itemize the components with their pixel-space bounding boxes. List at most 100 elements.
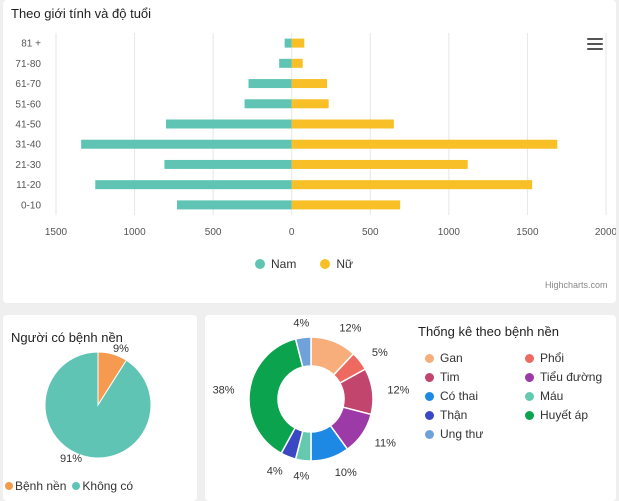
bar-nam[interactable]: [244, 99, 292, 109]
bar-nu[interactable]: [291, 159, 468, 169]
highcharts-credit[interactable]: Highcharts.com: [545, 280, 608, 290]
donut-legend-item[interactable]: Phổi: [525, 351, 564, 365]
legend-dot-icon: [425, 353, 434, 363]
donut-legend-item[interactable]: Máu: [525, 389, 563, 403]
legend-label-khong-co: Không có: [82, 479, 134, 493]
donut-slice[interactable]: [248, 338, 304, 455]
donut-data-label: 38%: [213, 384, 235, 396]
pie-data-label: 91%: [60, 453, 82, 465]
bar-nam[interactable]: [81, 139, 292, 149]
pie-slice[interactable]: [44, 351, 152, 459]
pie-chart: 9% 91%: [44, 343, 152, 465]
legend-dot-icon: [425, 372, 434, 382]
donut-legend-label: Phổi: [540, 351, 565, 365]
legend-label-benh-nen: Bệnh nền: [15, 479, 67, 493]
bar-nam[interactable]: [177, 200, 292, 210]
legend-item-nu[interactable]: Nữ: [320, 257, 353, 271]
bar-nu[interactable]: [291, 99, 329, 109]
donut-data-label: 4%: [267, 466, 283, 478]
donut-legend-label: Huyết áp: [540, 408, 589, 422]
bar-nu[interactable]: [291, 38, 305, 48]
bar-nu[interactable]: [291, 79, 328, 89]
donut-legend-item[interactable]: Tim: [425, 370, 460, 384]
donut-data-label: 12%: [339, 322, 361, 334]
donut-legend-label: Thận: [440, 408, 468, 422]
bar-nu[interactable]: [291, 139, 558, 149]
bar-nam[interactable]: [248, 79, 292, 89]
donut-data-label: 4%: [293, 470, 309, 482]
donut-legend-item[interactable]: Ung thư: [425, 427, 483, 441]
donut-legend-item[interactable]: Gan: [425, 351, 463, 365]
bar-nu[interactable]: [291, 58, 303, 68]
x-tick-label: 2000: [595, 227, 616, 238]
donut-legend-label: Gan: [440, 351, 463, 365]
legend-dot-icon: [525, 353, 534, 363]
bar-nam[interactable]: [95, 180, 292, 190]
donut-data-label: 12%: [387, 384, 409, 396]
category-label: 51-60: [15, 99, 41, 110]
bar-nam[interactable]: [166, 119, 292, 129]
legend-label-nam: Nam: [271, 257, 297, 271]
donut-legend-label: Ung thư: [440, 427, 484, 441]
legend-item-nam[interactable]: Nam: [255, 257, 296, 271]
category-label: 81 +: [21, 39, 41, 50]
x-tick-label: 1500: [516, 227, 539, 238]
category-label: 71-80: [15, 59, 41, 70]
legend-dot-icon: [525, 372, 534, 382]
menu-icon[interactable]: [587, 38, 603, 50]
nam-dot-icon: [255, 259, 265, 269]
x-tick-label: 1500: [45, 227, 68, 238]
x-tick-label: 500: [362, 227, 379, 238]
bar-chart: 81 + 71-80 61-70 51-60 41-50 31-40 21-30 11-20 0…: [15, 33, 616, 238]
pre-existing-card: Người có bệnh nền 9% 91% Bệnh nền Không c…: [3, 315, 197, 501]
x-tick-label: 1000: [123, 227, 146, 238]
nu-dot-icon: [320, 259, 331, 269]
x-tick-label: 500: [205, 227, 222, 238]
bar-nam[interactable]: [279, 58, 292, 68]
benh-nen-dot-icon: [5, 482, 13, 490]
donut-legend-item[interactable]: Có thai: [425, 389, 478, 403]
x-tick-label: 1000: [438, 227, 461, 238]
disease-stats-card: Thống kê theo bệnh nền 12% 5% 12% 11% 10% 4% 4…: [205, 315, 616, 501]
age-gender-card: Theo giới tính và độ tuổi 81 + 71-80 61-70…: [3, 0, 616, 303]
donut-data-label: 10%: [335, 467, 357, 479]
donut-data-label: 4%: [293, 318, 309, 330]
donut-legend-label: Tiểu đường: [540, 370, 603, 384]
donut-legend-item[interactable]: Huyết áp: [525, 408, 588, 422]
donut-chart: 12% 5% 12% 11% 10% 4% 4% 38% 4%: [213, 318, 410, 483]
donut-legend-item[interactable]: Tiểu đường: [525, 370, 602, 384]
donut-legend-label: Có thai: [440, 389, 479, 403]
pie-legend: Bệnh nền Không có: [5, 479, 133, 493]
donut-legend-label: Máu: [540, 389, 564, 403]
bar-nam[interactable]: [164, 159, 292, 169]
bar-nu[interactable]: [291, 180, 533, 190]
pie-data-label: 9%: [113, 343, 129, 355]
donut-legend-label: Tim: [440, 370, 460, 384]
donut-title: Thống kê theo bệnh nền: [418, 324, 559, 339]
legend-dot-icon: [525, 391, 534, 401]
legend-dot-icon: [425, 429, 434, 439]
donut-slice[interactable]: [294, 336, 312, 368]
legend-label-nu: Nữ: [336, 257, 354, 271]
bar-nu[interactable]: [291, 119, 394, 129]
category-label: 61-70: [15, 79, 41, 90]
category-label: 31-40: [15, 140, 41, 151]
legend-dot-icon: [525, 410, 534, 420]
khong-co-dot-icon: [72, 482, 81, 490]
donut-data-label: 5%: [372, 347, 388, 359]
donut-legend-item[interactable]: Thận: [425, 408, 467, 422]
bar-nu[interactable]: [291, 200, 401, 210]
bar-legend: Nam Nữ: [255, 257, 353, 271]
category-label: 21-30: [15, 160, 41, 171]
category-label: 41-50: [15, 120, 41, 131]
legend-item-khong-co[interactable]: Không có: [72, 479, 133, 493]
bar-nam[interactable]: [284, 38, 292, 48]
legend-dot-icon: [425, 391, 434, 401]
x-tick-label: 0: [289, 227, 295, 238]
donut-data-label: 11%: [375, 437, 396, 449]
category-label: 11-20: [16, 180, 41, 191]
legend-item-benh-nen[interactable]: Bệnh nền: [5, 479, 66, 493]
chart-title: Theo giới tính và độ tuổi: [11, 6, 152, 21]
legend-dot-icon: [425, 410, 434, 420]
category-label: 0-10: [21, 200, 41, 211]
